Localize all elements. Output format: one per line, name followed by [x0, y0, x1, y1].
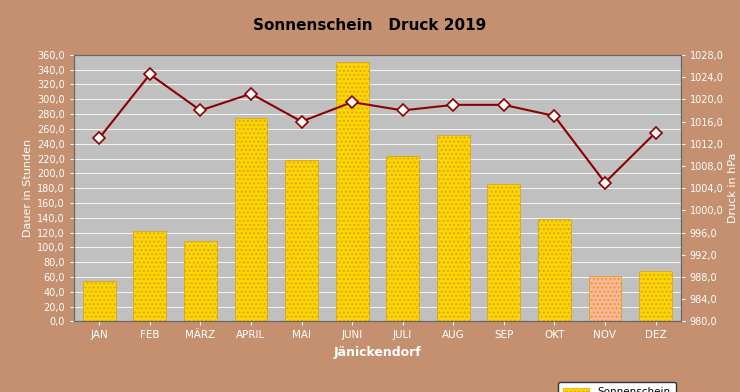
Y-axis label: Druck in hPa: Druck in hPa: [728, 153, 738, 223]
Bar: [437, 135, 470, 321]
Bar: [639, 271, 672, 321]
Bar: [336, 62, 369, 321]
Bar: [133, 231, 166, 321]
Bar: [386, 156, 419, 321]
Text: Sonnenschein   Druck 2019: Sonnenschein Druck 2019: [253, 18, 487, 33]
X-axis label: Jänickendorf: Jänickendorf: [334, 346, 421, 359]
Bar: [285, 160, 318, 321]
Bar: [235, 118, 267, 321]
Bar: [538, 219, 571, 321]
Legend: Sonnenschein, Druck: Sonnenschein, Druck: [558, 382, 676, 392]
Bar: [588, 276, 622, 321]
Bar: [488, 185, 520, 321]
Bar: [184, 241, 217, 321]
Bar: [83, 281, 115, 321]
Y-axis label: Dauer in Stunden: Dauer in Stunden: [23, 139, 33, 237]
